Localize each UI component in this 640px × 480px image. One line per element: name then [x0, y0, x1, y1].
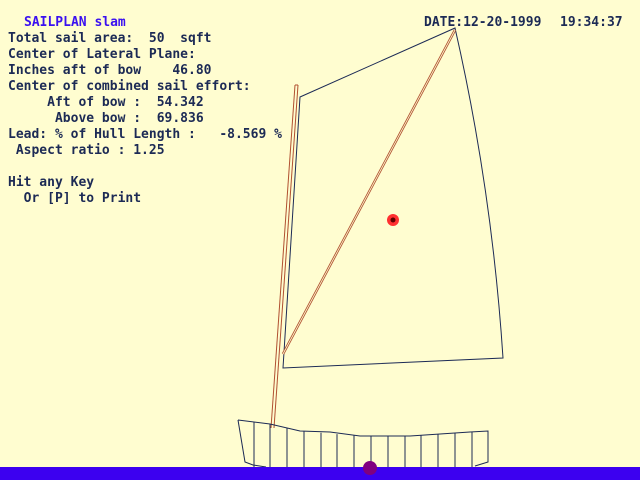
- water-line: [0, 467, 640, 480]
- ce-above-text: Above bow : 69.836: [8, 111, 204, 126]
- hull: [237, 419, 489, 468]
- ce-header: Center of combined sail effort:: [8, 79, 251, 94]
- lateral-plane-marker: [363, 461, 377, 475]
- print-prompt: Or [P] to Print: [8, 191, 142, 206]
- date-display: DATE:12-20-1999: [424, 15, 542, 30]
- sail-outline: [282, 27, 504, 369]
- sail-area-text: Total sail area: 50 sqft: [8, 31, 212, 46]
- ce-aft-text: Aft of bow : 54.342: [8, 95, 204, 110]
- clp-inches-text: Inches aft of bow 46.80: [8, 63, 212, 78]
- aspect-ratio-text: Aspect ratio : 1.25: [8, 143, 165, 158]
- mast: [270, 84, 299, 429]
- hit-key-prompt: Hit any Key: [8, 175, 95, 190]
- lead-text: Lead: % of Hull Length : -8.569 %: [8, 127, 282, 142]
- clp-header: Center of Lateral Plane:: [8, 47, 196, 62]
- app-title: SAILPLAN slam: [24, 15, 126, 30]
- time-display: 19:34:37: [560, 15, 623, 30]
